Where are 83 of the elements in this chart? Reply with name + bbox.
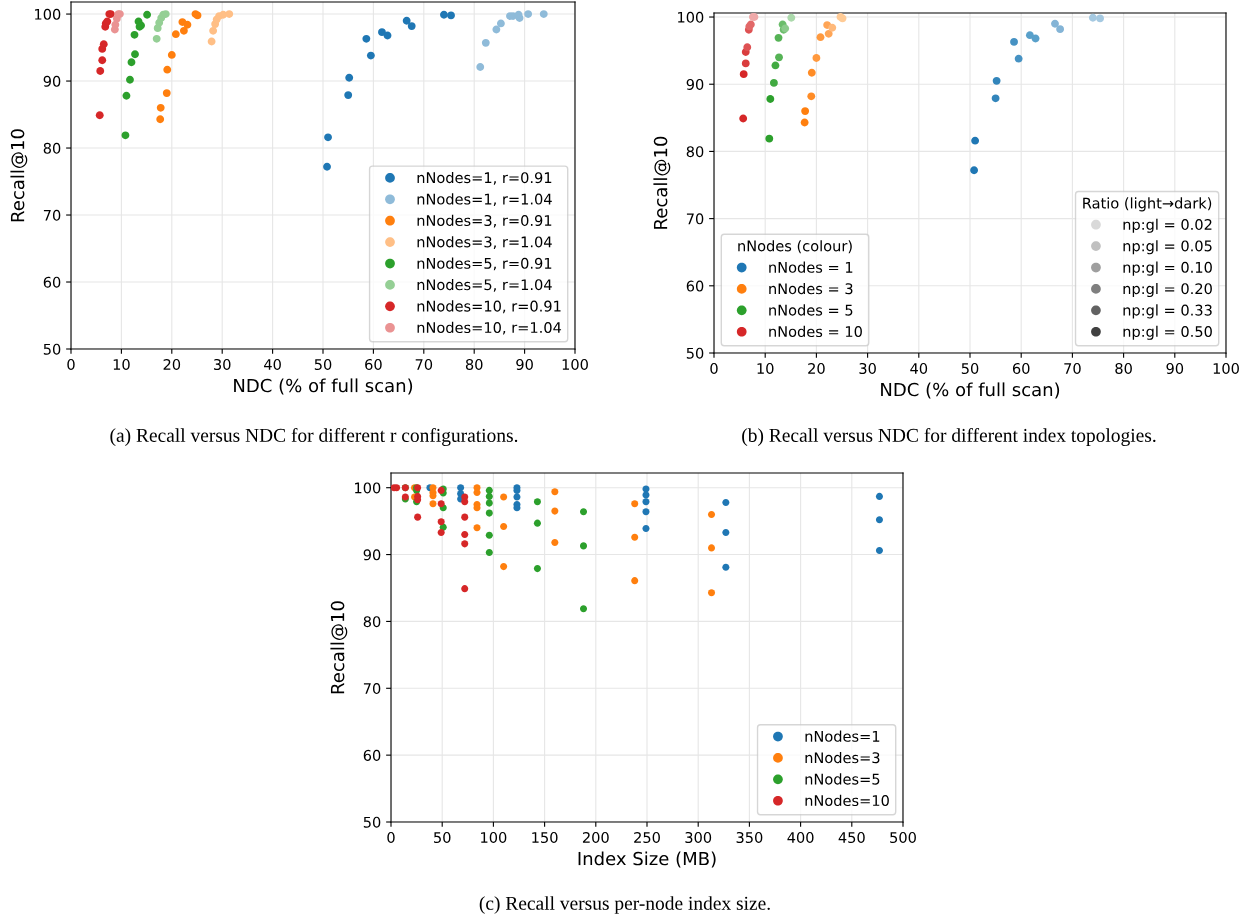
text: (c) Recall versus per-node index size. bbox=[479, 896, 770, 914]
y-tick-label: 70 bbox=[363, 683, 381, 695]
x-tick-label: 70 bbox=[1064, 362, 1081, 375]
y-axis-title: Recall@10 bbox=[10, 129, 28, 222]
x-tick-label: 20 bbox=[163, 358, 181, 371]
legend-label: nNodes=3, r=0.91 bbox=[417, 214, 552, 228]
x-tick-label: 400 bbox=[787, 831, 814, 844]
annotation: np:gl = 0.50 bbox=[1123, 325, 1212, 340]
y-tick-label: 90 bbox=[686, 78, 704, 90]
y-tick-label: 100 bbox=[678, 11, 704, 23]
x-axis-title: NDC (% of full scan) bbox=[881, 382, 1060, 399]
y-tick-label: 80 bbox=[686, 146, 704, 158]
x-tick-label: 50 bbox=[434, 831, 451, 844]
legend-label: nNodes = 5 bbox=[769, 304, 853, 316]
x-tick-label: 100 bbox=[1213, 362, 1239, 375]
y-tick-label: 70 bbox=[686, 213, 704, 225]
y-tick-label: 100 bbox=[35, 8, 61, 20]
annotation: np:gl = 0.05 bbox=[1123, 240, 1212, 255]
x-tick-label: 20 bbox=[808, 362, 825, 375]
x-tick-label: 300 bbox=[685, 831, 712, 844]
x-tick-label: 10 bbox=[757, 362, 774, 375]
legend-label: nNodes=1, r=0.91 bbox=[417, 171, 552, 185]
x-tick-label: 30 bbox=[859, 362, 876, 375]
legend-label: nNodes=10, r=0.91 bbox=[417, 300, 561, 314]
x-tick-label: 50 bbox=[314, 358, 332, 371]
y-tick-label: 50 bbox=[43, 343, 61, 355]
x-tick-label: 10 bbox=[113, 358, 130, 371]
y-tick-label: 100 bbox=[355, 482, 381, 494]
legend-label: nNodes=3, r=1.04 bbox=[417, 236, 552, 249]
annotation: np:gl = 0.02 bbox=[1123, 218, 1212, 233]
y-axis-title: Recall@10 bbox=[330, 601, 348, 694]
legend-label: nNodes=5, r=0.91 bbox=[417, 257, 552, 271]
x-tick-label: 60 bbox=[1012, 362, 1030, 375]
legend-label: nNodes = 3 bbox=[769, 282, 853, 295]
y-tick-label: 60 bbox=[363, 749, 381, 761]
annotation: np:gl = 0.33 bbox=[1123, 304, 1212, 319]
x-tick-label: 30 bbox=[214, 358, 231, 371]
x-tick-label: 50 bbox=[961, 362, 979, 375]
legend-label: nNodes = 1 bbox=[769, 261, 853, 273]
y-tick-label: 50 bbox=[686, 347, 704, 359]
annotation: np:gl = 0.10 bbox=[1123, 261, 1212, 276]
y-tick-label: 90 bbox=[363, 549, 381, 561]
y-tick-label: 60 bbox=[43, 276, 61, 288]
legend-title: nNodes (colour) bbox=[738, 240, 852, 254]
y-tick-label: 50 bbox=[363, 816, 381, 828]
x-tick-label: 0 bbox=[387, 831, 395, 844]
x-tick-label: 150 bbox=[532, 831, 558, 844]
y-tick-label: 80 bbox=[363, 616, 381, 628]
legend-label: nNodes=1, r=1.04 bbox=[417, 193, 552, 207]
x-tick-label: 0 bbox=[67, 358, 75, 371]
annotation: Ratio (light→dark) bbox=[1083, 197, 1212, 212]
x-tick-label: 200 bbox=[582, 831, 609, 844]
legend-label: nNodes=10, r=1.04 bbox=[417, 321, 562, 335]
text: (b) Recall versus NDC for different index topologies. bbox=[742, 428, 1156, 446]
x-tick-label: 40 bbox=[910, 362, 928, 375]
x-tick-label: 500 bbox=[890, 831, 916, 844]
y-tick-label: 80 bbox=[43, 142, 61, 154]
x-tick-label: 0 bbox=[710, 362, 718, 375]
legend-label: nNodes = 10 bbox=[769, 325, 862, 338]
x-tick-label: 90 bbox=[1166, 362, 1184, 375]
x-axis-title: NDC (% of full scan) bbox=[234, 378, 413, 395]
x-tick-label: 90 bbox=[516, 358, 533, 371]
text: (a) Recall versus NDC for different r configurations. bbox=[110, 428, 518, 446]
legend-label: nNodes=10 bbox=[805, 794, 889, 807]
y-tick-label: 70 bbox=[43, 209, 61, 221]
x-tick-label: 70 bbox=[415, 358, 433, 371]
annotation: np:gl = 0.20 bbox=[1123, 282, 1212, 298]
legend-label: nNodes=3 bbox=[805, 751, 880, 764]
x-axis-title: Index Size (MB) bbox=[578, 851, 716, 868]
x-tick-label: 450 bbox=[838, 831, 865, 844]
x-tick-label: 80 bbox=[1115, 362, 1132, 375]
legend-label: nNodes=5 bbox=[805, 773, 880, 785]
y-tick-label: 90 bbox=[43, 75, 61, 87]
y-axis-title: Recall@10 bbox=[653, 136, 671, 229]
x-tick-label: 250 bbox=[634, 831, 660, 844]
y-tick-label: 60 bbox=[686, 280, 704, 292]
x-tick-label: 40 bbox=[264, 358, 281, 371]
x-tick-label: 80 bbox=[465, 358, 483, 371]
x-tick-label: 100 bbox=[562, 358, 588, 371]
x-tick-label: 100 bbox=[481, 831, 507, 844]
legend-label: nNodes=1 bbox=[805, 730, 880, 742]
x-tick-label: 350 bbox=[736, 831, 763, 844]
legend-label: nNodes=5, r=1.04 bbox=[417, 278, 552, 292]
